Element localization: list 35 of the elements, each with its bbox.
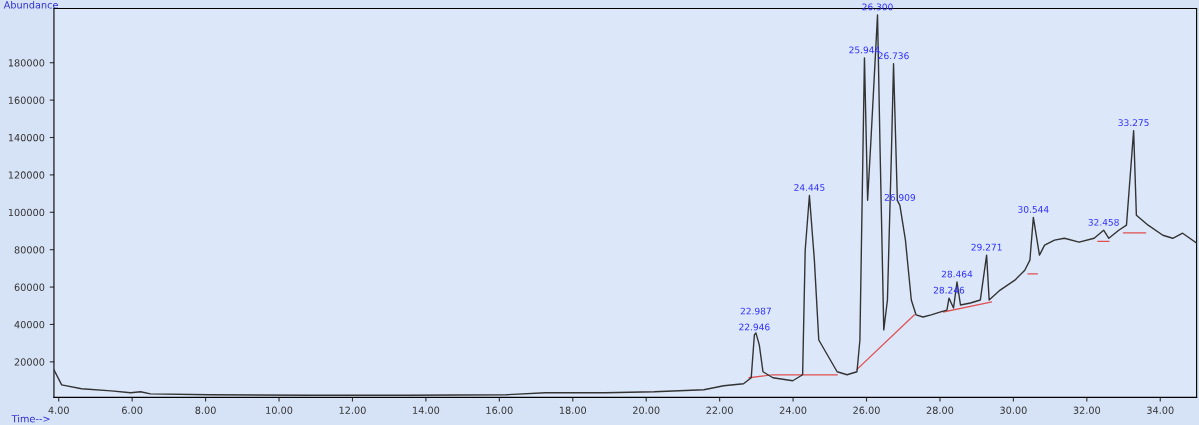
annotation: 22.946 <box>739 323 770 331</box>
x-axis-title: Time--> <box>11 414 50 423</box>
x-tick-label: 4.00 <box>48 406 69 414</box>
annotation: 29.271 <box>971 243 1002 251</box>
y-tick-label: 100000 <box>8 208 45 217</box>
annotation: 32.458 <box>1088 218 1119 226</box>
y-tick-label: 160000 <box>8 96 45 104</box>
y-tick-label: 60000 <box>14 283 45 291</box>
x-tick-label: 16.00 <box>486 406 513 414</box>
annotation: 30.544 <box>1018 205 1049 213</box>
x-tick-label: 18.00 <box>559 406 587 414</box>
y-tick-label: 180000 <box>8 59 45 67</box>
y-tick-label: 40000 <box>14 320 45 329</box>
x-tick-label: 22.00 <box>706 406 733 414</box>
x-tick-label: 14.00 <box>413 406 440 414</box>
annotation: 33.275 <box>1118 119 1149 127</box>
x-tick-label: 28.00 <box>926 406 954 414</box>
y-tick-label: 80000 <box>14 246 45 254</box>
y-axis-title: Abundance <box>3 1 58 9</box>
x-tick-label: 8.00 <box>195 406 216 414</box>
y-tick-label: 120000 <box>8 171 45 179</box>
x-tick-label: 12.00 <box>339 406 366 414</box>
x-tick-label: 34.00 <box>1147 406 1174 414</box>
annotation: 22.987 <box>740 307 771 315</box>
x-tick-label: 30.00 <box>1000 406 1027 414</box>
x-tick-label: 10.00 <box>266 406 293 414</box>
annotation: 28.464 <box>941 270 973 278</box>
y-tick-label: 140000 <box>8 133 45 142</box>
x-tick-label: 6.00 <box>122 406 143 414</box>
x-tick-label: 20.00 <box>633 406 660 414</box>
annotation: 24.445 <box>794 184 825 191</box>
y-tick-label: 20000 <box>14 358 45 366</box>
x-tick-label: 32.00 <box>1073 406 1101 414</box>
x-tick-label: 26.00 <box>853 406 880 414</box>
x-tick-label: 24.00 <box>779 406 807 414</box>
